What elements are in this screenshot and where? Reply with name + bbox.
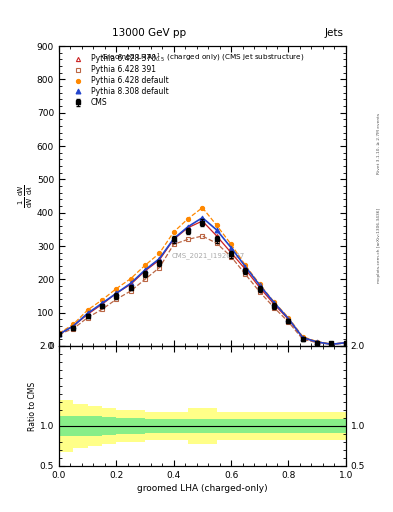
- Pythia 6.428 370: [315, 339, 320, 345]
- Pythia 6.428 391: [186, 236, 191, 242]
- Y-axis label: Ratio to CMS: Ratio to CMS: [28, 381, 37, 431]
- Pythia 6.428 391: [229, 253, 233, 260]
- Pythia 6.428 370: [300, 334, 305, 340]
- Pythia 8.308 default: [85, 310, 90, 316]
- Pythia 6.428 default: [100, 297, 105, 303]
- Pythia 6.428 default: [343, 339, 348, 346]
- Pythia 6.428 default: [128, 275, 133, 282]
- Pythia 6.428 370: [85, 311, 90, 317]
- Pythia 6.428 391: [114, 296, 119, 303]
- Text: mcplots.cern.ch [arXiv:1306.3436]: mcplots.cern.ch [arXiv:1306.3436]: [377, 208, 381, 283]
- Pythia 8.308 default: [300, 334, 305, 340]
- Pythia 6.428 370: [215, 233, 219, 239]
- Pythia 8.308 default: [329, 341, 334, 347]
- Pythia 6.428 default: [200, 205, 205, 211]
- Pythia 8.308 default: [257, 282, 262, 288]
- Pythia 6.428 370: [114, 290, 119, 296]
- Pythia 6.428 370: [128, 281, 133, 287]
- Pythia 8.308 default: [171, 236, 176, 242]
- Pythia 8.308 default: [128, 280, 133, 286]
- Pythia 6.428 default: [143, 262, 147, 268]
- Line: Pythia 6.428 370: Pythia 6.428 370: [57, 219, 348, 347]
- Pythia 6.428 default: [157, 250, 162, 257]
- Pythia 8.308 default: [286, 315, 291, 322]
- Pythia 6.428 370: [329, 341, 334, 347]
- Pythia 6.428 default: [300, 333, 305, 339]
- Pythia 6.428 default: [85, 307, 90, 313]
- Y-axis label: $\frac{1}{\mathrm{d}N}\,\frac{\mathrm{d}N}{\mathrm{d}\lambda}$: $\frac{1}{\mathrm{d}N}\,\frac{\mathrm{d}…: [17, 184, 35, 208]
- Pythia 6.428 370: [343, 339, 348, 346]
- Pythia 8.308 default: [315, 339, 320, 345]
- Pythia 6.428 391: [286, 319, 291, 325]
- Pythia 6.428 default: [71, 321, 75, 327]
- Pythia 6.428 370: [157, 257, 162, 263]
- Pythia 6.428 391: [100, 306, 105, 312]
- Pythia 8.308 default: [114, 290, 119, 296]
- Text: 13000 GeV pp: 13000 GeV pp: [112, 28, 186, 38]
- Text: Rivet 3.1.10, ≥ 2.7M events: Rivet 3.1.10, ≥ 2.7M events: [377, 113, 381, 174]
- Pythia 6.428 370: [200, 218, 205, 224]
- Pythia 6.428 default: [171, 229, 176, 235]
- Pythia 8.308 default: [186, 224, 191, 230]
- Pythia 8.308 default: [57, 331, 61, 337]
- Pythia 6.428 370: [57, 331, 61, 337]
- Pythia 6.428 391: [215, 240, 219, 246]
- X-axis label: groomed LHA (charged-only): groomed LHA (charged-only): [137, 484, 268, 493]
- Pythia 8.308 default: [229, 245, 233, 251]
- Pythia 6.428 370: [143, 268, 147, 274]
- Pythia 6.428 370: [100, 301, 105, 307]
- Pythia 8.308 default: [215, 227, 219, 233]
- Text: Jets: Jets: [325, 28, 344, 38]
- Line: Pythia 8.308 default: Pythia 8.308 default: [57, 215, 348, 347]
- Pythia 6.428 391: [71, 326, 75, 332]
- Pythia 6.428 default: [272, 299, 277, 305]
- Pythia 6.428 default: [215, 222, 219, 228]
- Pythia 6.428 default: [114, 286, 119, 292]
- Pythia 6.428 391: [257, 289, 262, 295]
- Pythia 6.428 370: [286, 316, 291, 323]
- Pythia 6.428 391: [300, 336, 305, 343]
- Pythia 6.428 default: [243, 262, 248, 268]
- Text: CMS_2021_I1920187: CMS_2021_I1920187: [171, 252, 245, 260]
- Pythia 6.428 391: [85, 314, 90, 321]
- Pythia 6.428 391: [57, 331, 61, 337]
- Text: Groomed LHA$\lambda^{1}_{0.5}$ (charged only) (CMS jet substructure): Groomed LHA$\lambda^{1}_{0.5}$ (charged …: [101, 52, 304, 66]
- Pythia 6.428 default: [257, 281, 262, 287]
- Pythia 6.428 370: [186, 225, 191, 231]
- Pythia 6.428 391: [171, 241, 176, 247]
- Pythia 8.308 default: [243, 264, 248, 270]
- Pythia 6.428 391: [128, 288, 133, 294]
- Pythia 6.428 370: [171, 236, 176, 242]
- Pythia 6.428 391: [143, 276, 147, 283]
- Pythia 8.308 default: [71, 323, 75, 329]
- Pythia 6.428 default: [286, 314, 291, 321]
- Pythia 6.428 default: [229, 241, 233, 247]
- Pythia 6.428 default: [329, 341, 334, 347]
- Pythia 6.428 default: [57, 330, 61, 336]
- Pythia 8.308 default: [272, 300, 277, 306]
- Pythia 8.308 default: [157, 255, 162, 262]
- Pythia 6.428 391: [200, 233, 205, 239]
- Pythia 6.428 370: [272, 301, 277, 307]
- Pythia 6.428 391: [343, 340, 348, 347]
- Pythia 8.308 default: [200, 215, 205, 221]
- Line: Pythia 6.428 default: Pythia 6.428 default: [57, 206, 348, 346]
- Pythia 8.308 default: [143, 267, 147, 273]
- Pythia 6.428 391: [329, 341, 334, 347]
- Pythia 6.428 391: [272, 305, 277, 311]
- Pythia 8.308 default: [343, 339, 348, 346]
- Pythia 6.428 default: [186, 216, 191, 222]
- Pythia 6.428 391: [157, 265, 162, 271]
- Pythia 6.428 370: [243, 266, 248, 272]
- Pythia 6.428 default: [315, 338, 320, 345]
- Legend: Pythia 6.428 370, Pythia 6.428 391, Pythia 6.428 default, Pythia 8.308 default, : Pythia 6.428 370, Pythia 6.428 391, Pyth…: [68, 53, 170, 109]
- Pythia 6.428 370: [71, 323, 75, 329]
- Line: Pythia 6.428 391: Pythia 6.428 391: [57, 234, 348, 347]
- Pythia 6.428 370: [257, 285, 262, 291]
- Pythia 6.428 370: [229, 249, 233, 255]
- Pythia 6.428 391: [243, 271, 248, 278]
- Pythia 6.428 391: [315, 339, 320, 346]
- Pythia 8.308 default: [100, 300, 105, 306]
